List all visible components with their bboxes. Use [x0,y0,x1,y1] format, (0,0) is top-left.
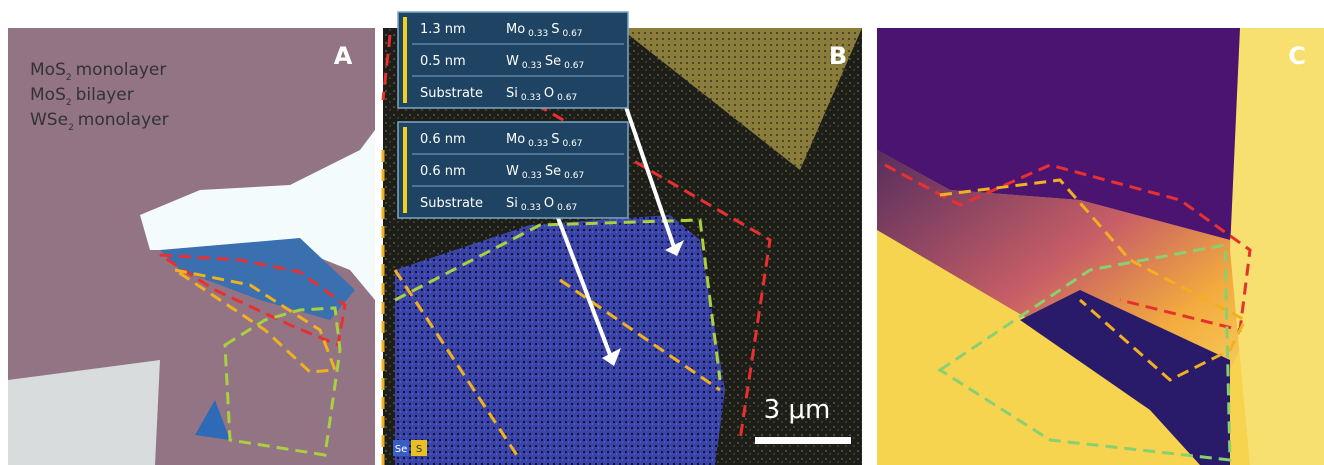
thickness: 0.6 nm [420,132,466,147]
outline [159,253,347,348]
outline [394,218,722,381]
subscript: 0.33 [522,61,542,71]
scale-bar-label: 3 μm [764,395,831,425]
element: Mo [506,132,525,147]
box-bar [403,127,407,213]
composition: Si 0.33 O 0.67 [506,86,577,103]
outline [937,243,1232,462]
element: Si [506,196,518,211]
subscript: 0.67 [562,139,582,149]
thickness: Substrate [420,196,483,211]
element: Si [506,86,518,101]
s-region [620,28,862,170]
panel-label: B [829,42,847,70]
legend-item: MoS2 bilayer [30,85,134,108]
arrow [553,209,614,361]
element: Se [545,164,561,179]
subscript: 0.67 [557,203,577,213]
outline [381,150,721,465]
subscript: 0.33 [528,29,548,39]
channel-label: Se [395,444,408,455]
box-bg [397,121,629,219]
panel-b: 1.3 nm Mo 0.33 S 0.670.5 nm W 0.33 Se 0.67Substr… [381,11,862,465]
subscript: 0.67 [557,93,577,103]
blue-flake [195,400,230,440]
legend-item: WSe2 monolayer [30,110,169,133]
thickness: Substrate [420,86,483,101]
composition: Si 0.33 O 0.67 [506,196,577,213]
element: Se [545,54,561,69]
subscript: 0.33 [521,93,541,103]
element: O [544,196,554,211]
arrowhead [602,348,621,366]
outline [939,178,1248,382]
composition-boxes: 1.3 nm Mo 0.33 S 0.670.5 nm W 0.33 Se 0.67Substr… [397,11,629,219]
box-bg [397,11,629,109]
se-region [395,215,725,465]
legend-item: MoS2 monolayer [30,60,166,83]
bright-region [1230,28,1324,465]
composition: W 0.33 Se 0.67 [506,164,584,181]
composition: Mo 0.33 S 0.67 [506,132,583,149]
arrowhead [665,240,684,256]
panel-label: C [1288,42,1306,70]
subscript: 0.33 [522,171,542,181]
element: O [544,86,554,101]
subscript: 0.67 [564,171,584,181]
subscript: 0.33 [528,139,548,149]
element: S [551,22,559,37]
channel-chip [393,440,409,456]
channel-chip [411,440,427,456]
scale-bar [755,437,851,444]
outline [174,268,338,374]
composition-box: 1.3 nm Mo 0.33 S 0.670.5 nm W 0.33 Se 0.67Substr… [397,11,629,109]
subscript: 0.67 [562,29,582,39]
thickness: 0.5 nm [420,54,466,69]
panel-label: A [334,42,353,70]
subscript: 0.33 [521,203,541,213]
thickness: 0.6 nm [420,164,466,179]
composition: W 0.33 Se 0.67 [506,54,584,71]
dark-region [877,28,1260,240]
subscript: 0.67 [564,61,584,71]
composition-box: 0.6 nm Mo 0.33 S 0.670.6 nm W 0.33 Se 0.67Substr… [397,121,629,219]
element: W [506,54,519,69]
thickness: 1.3 nm [420,22,466,37]
substrate-region [8,360,160,465]
composition: Mo 0.33 S 0.67 [506,22,583,39]
element: Mo [506,22,525,37]
dark-region [1020,290,1230,465]
box-bar [403,17,407,103]
panel-c: C [877,28,1324,465]
element: S [551,132,559,147]
thick-flake [140,130,375,300]
panel-a: MoS2 monolayer MoS2 bilayer WSe2 monolayer … [8,28,375,465]
outline [223,306,342,457]
channel-label: S [416,444,422,455]
element: W [506,164,519,179]
